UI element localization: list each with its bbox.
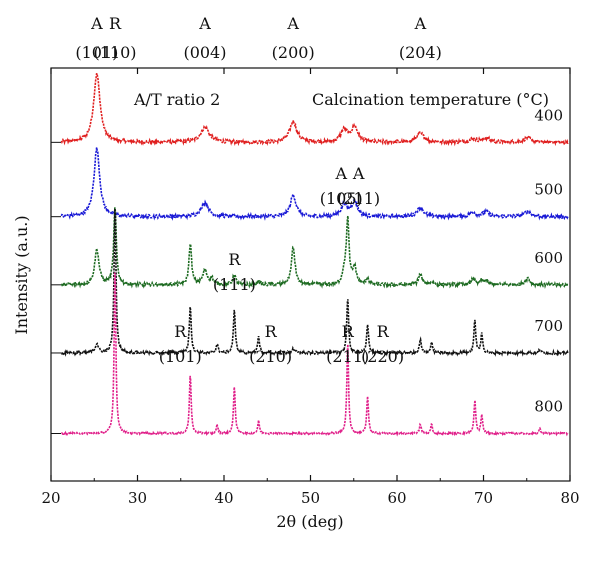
plot-frame <box>50 67 571 482</box>
inner-peak-labels: A (105) A (211) R (111) R (101) R (210) R (211) R (22… <box>159 164 404 366</box>
peak-hkl-label: (110) <box>93 43 136 62</box>
inner-peak-hkl: (210) <box>249 347 292 366</box>
series-line-400 <box>60 73 569 147</box>
series-label-500: 500 <box>534 181 563 199</box>
x-tick-label: 30 <box>128 489 147 507</box>
y-axis-label: Intensity (a.u.) <box>12 215 31 334</box>
series-line-500 <box>60 147 569 221</box>
inner-peak-hkl: (211) <box>337 189 380 208</box>
peak-hkl-label: (200) <box>272 43 315 62</box>
series-labels: 400 500 600 700 800 <box>534 106 563 415</box>
peak-phase-label: A <box>414 14 427 33</box>
x-tick-label: 20 <box>41 489 60 507</box>
inner-peak-phase: R <box>228 250 241 269</box>
x-tick-label: 60 <box>387 489 406 507</box>
inner-peak-hkl: (211) <box>326 347 369 366</box>
series-line-700 <box>60 208 569 358</box>
peak-hkl-label: (101) <box>75 43 118 62</box>
series-line-600 <box>60 207 569 290</box>
x-tick-label: 50 <box>301 489 320 507</box>
inner-peak-phase: A <box>334 164 347 183</box>
inner-peak-phase: R <box>377 322 390 341</box>
x-tick-label: 70 <box>474 489 493 507</box>
x-tick-label: 80 <box>560 489 579 507</box>
peak-hkl-label: (204) <box>399 43 442 62</box>
peak-phase-label: A <box>90 14 103 33</box>
inner-peak-phase: R <box>342 322 355 341</box>
peak-phase-label: A <box>198 14 211 33</box>
legend-title: Calcination temperature (°C) <box>312 90 549 109</box>
inner-peak-phase: R <box>265 322 278 341</box>
ratio-label: A/T ratio 2 <box>133 90 220 109</box>
series-label-600: 600 <box>534 249 563 267</box>
series-label-700: 700 <box>534 317 563 335</box>
series-layer <box>51 73 569 437</box>
inner-peak-hkl: (220) <box>361 347 404 366</box>
top-peak-labels: A (101) R (110) A (004) A (200) A (204) <box>75 14 442 62</box>
inner-peak-hkl: (111) <box>213 275 256 294</box>
inner-peak-hkl: (105) <box>320 189 363 208</box>
inner-peak-hkl: (101) <box>159 347 202 366</box>
series-line-800 <box>61 272 569 437</box>
x-axis-ticks: 20 30 40 50 60 70 80 <box>41 68 580 507</box>
series-label-800: 800 <box>534 398 563 416</box>
peak-phase-label: A <box>286 14 299 33</box>
peak-hkl-label: (004) <box>183 43 226 62</box>
inner-peak-phase: R <box>174 322 187 341</box>
series-label-400: 400 <box>534 106 563 124</box>
x-tick-label: 40 <box>214 489 233 507</box>
inner-peak-phase: A <box>352 164 365 183</box>
peak-phase-label: R <box>109 14 122 33</box>
x-axis-label: 2θ (deg) <box>276 512 343 531</box>
